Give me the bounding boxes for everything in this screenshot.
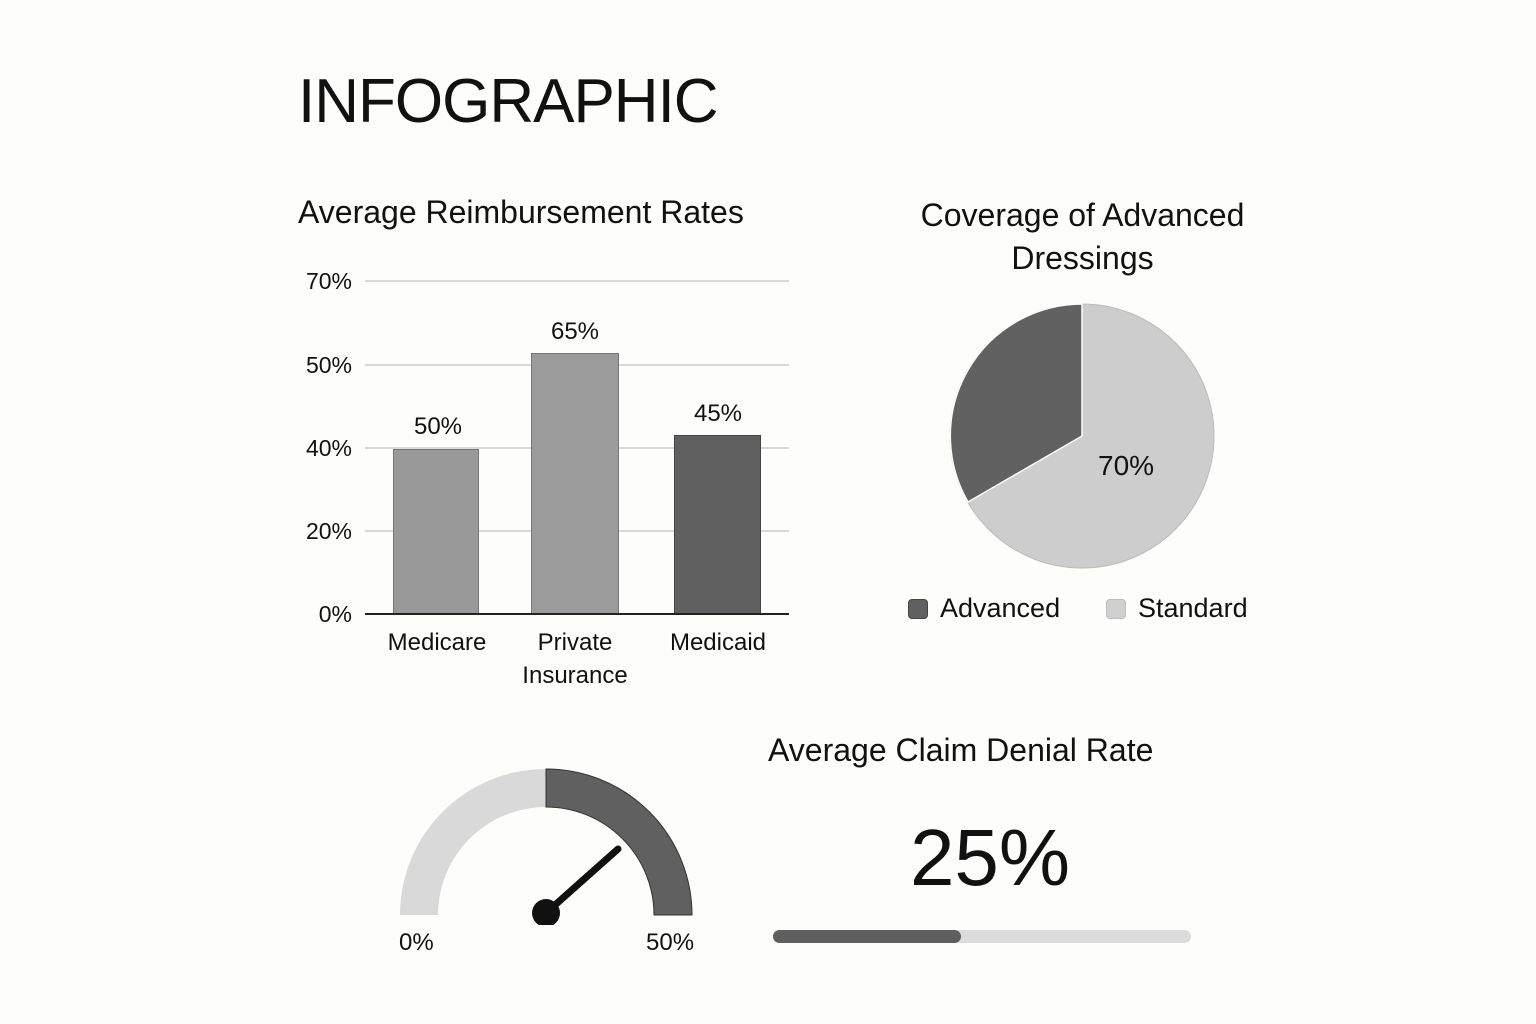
denial-progress-fill	[773, 930, 961, 943]
x-axis	[365, 613, 789, 615]
pie-chart-title: Coverage of Advanced Dressings	[880, 194, 1285, 280]
bar-value-label: 50%	[413, 413, 463, 440]
gauge-track	[400, 769, 546, 915]
bar-medicare	[393, 449, 479, 614]
pie-slice-advanced	[949, 303, 1083, 504]
y-tick: 0%	[318, 601, 352, 627]
x-label: Medicaid	[669, 629, 767, 656]
gridline	[365, 280, 789, 282]
x-label-line: Private	[537, 629, 613, 656]
bar-value-label: 45%	[693, 400, 743, 427]
gauge-needle	[542, 845, 622, 917]
x-label: Private Insurance	[500, 626, 650, 692]
y-tick: 50%	[305, 352, 352, 378]
gauge-hub	[532, 899, 560, 925]
gauge-fill	[545, 768, 693, 916]
legend-label: Standard	[1138, 593, 1248, 623]
x-label-line: Insurance	[522, 662, 628, 689]
legend-item-standard: Standard	[1106, 593, 1248, 624]
legend-swatch-icon	[908, 598, 928, 619]
pie-title-line: Dressings	[1011, 240, 1154, 276]
gauge	[400, 768, 693, 925]
bar-chart-title: Average Reimbursement Rates	[298, 194, 744, 230]
legend-swatch-icon	[1106, 598, 1126, 619]
denial-progress-track	[773, 930, 1191, 943]
y-tick: 40%	[305, 435, 352, 461]
denial-rate-value: 25%	[909, 813, 1071, 902]
pie-chart	[949, 303, 1215, 569]
gauge-min-label: 0%	[399, 929, 434, 956]
y-tick: 20%	[305, 518, 352, 544]
bar-value-label: 65%	[550, 318, 600, 345]
bar-private-insurance	[531, 353, 619, 614]
legend-label: Advanced	[940, 593, 1061, 623]
pie-title-line: Coverage of Advanced	[920, 197, 1245, 233]
x-label: Medicare	[387, 629, 487, 656]
pie-center-label: 70%	[1098, 450, 1155, 481]
bar-medicaid	[674, 435, 761, 614]
legend-item-advanced: Advanced	[908, 593, 1060, 624]
gauge-max-label: 50%	[646, 929, 695, 956]
denial-rate-title: Average Claim Denial Rate	[768, 732, 1154, 768]
y-tick: 70%	[305, 268, 352, 294]
page-title: INFOGRAPHIC	[298, 67, 719, 136]
